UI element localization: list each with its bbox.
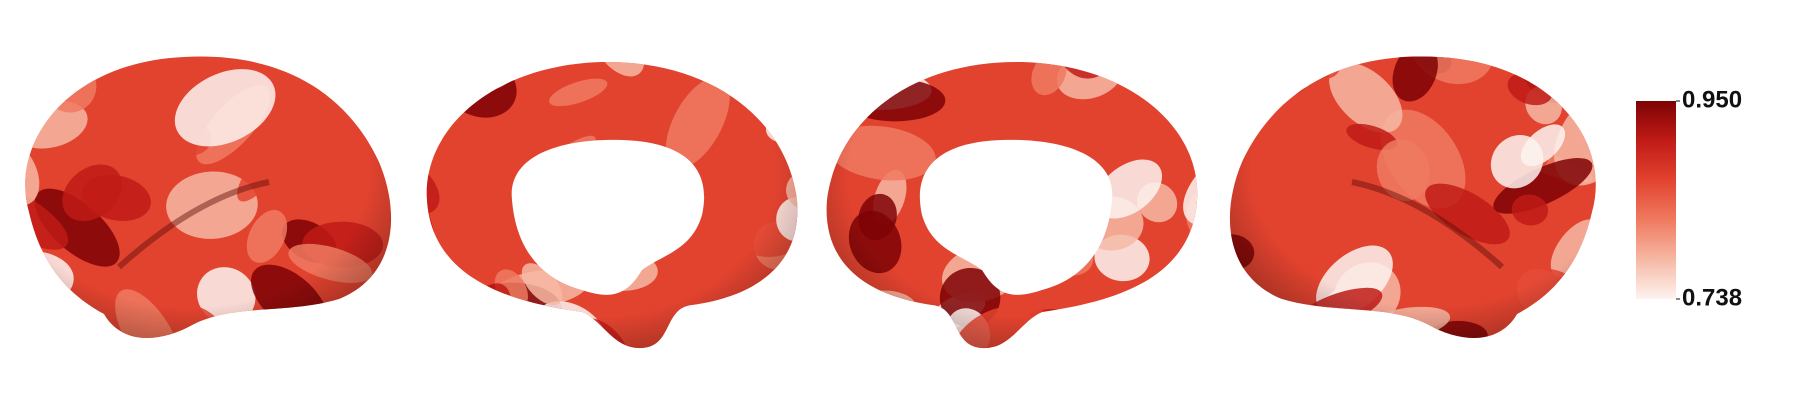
parcel [1149, 61, 1198, 82]
parcel [750, 61, 798, 71]
parcel [0, 106, 7, 138]
parcel [0, 328, 9, 400]
parcel [442, 347, 488, 393]
parcel [1441, 0, 1509, 52]
parcel [1759, 75, 1800, 130]
parcel [1563, 306, 1596, 338]
parcel [1189, 0, 1285, 6]
parcel [447, 345, 495, 349]
parcel [125, 0, 202, 20]
shading [826, 61, 1198, 349]
parcel [330, 56, 392, 68]
parcel [349, 1, 397, 53]
parcel [25, 276, 35, 338]
parcel [449, 61, 500, 65]
parcel [1142, 368, 1188, 400]
parcel [740, 6, 830, 89]
brain-lateral-left [0, 0, 409, 400]
parcel [1771, 194, 1800, 288]
colorbar [1636, 101, 1676, 299]
parcel [64, 355, 170, 400]
parcel [25, 320, 55, 338]
parcel [115, 368, 192, 400]
shading [25, 56, 392, 338]
brain-lateral-right [1189, 0, 1800, 400]
parcel [14, 0, 86, 27]
parcel [0, 250, 7, 303]
parcel [1308, 382, 1349, 400]
parcel [1427, 328, 1522, 400]
parcel [1154, 297, 1198, 348]
parcel [38, 56, 65, 67]
parcel [1312, 0, 1400, 66]
parcel [813, 0, 923, 67]
parcel [0, 315, 14, 400]
parcel [184, 0, 303, 51]
parcel [426, 108, 433, 151]
parcel [469, 0, 520, 20]
parcel [480, 302, 511, 334]
parcel [1717, 382, 1754, 400]
parcel [1332, 378, 1401, 400]
parcel [1570, 388, 1658, 400]
parcel [260, 344, 305, 400]
parcel [1235, 339, 1283, 400]
parcel [337, 0, 409, 29]
parcel [1181, 69, 1198, 115]
parcel [1349, 313, 1395, 368]
colorbar-tick-label: 0.950 [1682, 86, 1742, 113]
parcel [602, 0, 655, 3]
parcel [430, 295, 484, 349]
parcel [450, 61, 504, 94]
parcel [586, 366, 633, 400]
parcel [752, 0, 857, 26]
parcel [177, 0, 248, 42]
parcel [661, 9, 734, 64]
parcel [25, 315, 38, 338]
parcel [1188, 322, 1198, 349]
parcel [426, 317, 495, 349]
colorbar-tick-label: 0.738 [1682, 284, 1742, 311]
parcel [25, 318, 84, 338]
parcel [416, 0, 472, 35]
parcel [310, 0, 404, 51]
parcel [1387, 0, 1505, 39]
parcel [540, 332, 605, 349]
parcel [164, 357, 261, 400]
parcel [567, 354, 674, 400]
parcel [339, 309, 385, 377]
parcel [116, 0, 208, 25]
parcel [274, 0, 330, 29]
parcel [231, 322, 298, 369]
parcel [960, 0, 1043, 45]
parcel [957, 0, 1031, 56]
parcel [547, 379, 596, 400]
shading [426, 61, 798, 349]
parcel [1187, 61, 1198, 99]
parcel [485, 359, 578, 400]
parcel [1025, 10, 1083, 67]
parcel [1250, 396, 1315, 400]
parcel [244, 365, 295, 400]
parcel [483, 375, 597, 400]
parcel [0, 369, 79, 400]
parcel [0, 226, 19, 273]
shading [1229, 56, 1596, 338]
parcel [1009, 349, 1084, 400]
parcel [563, 341, 615, 349]
parcel [1486, 0, 1590, 26]
